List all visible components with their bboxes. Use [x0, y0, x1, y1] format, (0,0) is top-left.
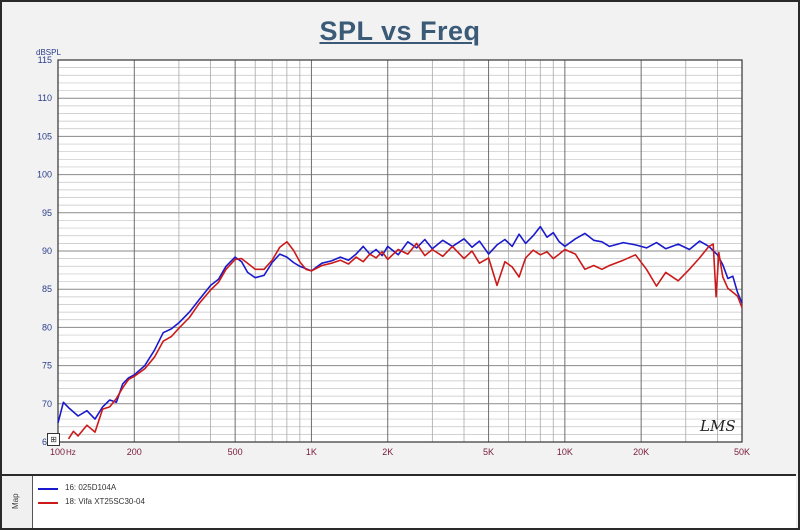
y-tick-label: 90: [42, 246, 52, 256]
x-tick-label: 20K: [633, 447, 649, 457]
legend-side-label: Map: [11, 493, 20, 509]
plot-border: [57, 59, 743, 443]
x-tick-label: 10K: [557, 447, 573, 457]
legend-item-label: 16: 025D104A: [65, 483, 117, 492]
series-line-1: [57, 225, 743, 424]
legend-swatch-blue: [38, 488, 58, 490]
y-tick-label: 100: [37, 170, 52, 180]
series-line-2: [67, 241, 743, 440]
y-tick-label: 110: [38, 93, 52, 103]
y-tick-label: 75: [42, 361, 52, 371]
y-tick-label: 105: [37, 131, 52, 141]
x-tick-label: 2K: [382, 447, 393, 457]
y-tick-label: 80: [42, 322, 52, 332]
legend-item-label: 18: Vifa XT25SC30-04: [65, 497, 145, 506]
chart-title: SPL vs Freq: [319, 16, 481, 46]
y-tick-label: 95: [42, 208, 52, 218]
y-tick-label: 85: [42, 284, 52, 294]
y-tick-label: 65: [42, 437, 52, 447]
legend-side-tab[interactable]: Map: [2, 476, 33, 528]
zoom-icon[interactable]: ⊞: [47, 433, 60, 446]
x-tick-label: 50K: [734, 447, 750, 457]
y-tick-label: 70: [42, 399, 52, 409]
lms-logo: LMS: [700, 417, 736, 435]
x-tick-label: 200: [127, 447, 142, 457]
legend-panel: Map 16: 025D104A 18: Vifa XT25SC30-04: [2, 474, 796, 528]
legend-swatch-red: [38, 502, 58, 504]
y-axis-label: dBSPL: [36, 48, 61, 57]
y-tick-label: 115: [38, 55, 52, 65]
x-tick-label: 100: [50, 447, 65, 457]
x-tick-label: 1K: [306, 447, 317, 457]
x-axis-unit: Hz: [66, 448, 76, 457]
x-tick-label: 500: [228, 447, 243, 457]
x-tick-label: 5K: [483, 447, 494, 457]
